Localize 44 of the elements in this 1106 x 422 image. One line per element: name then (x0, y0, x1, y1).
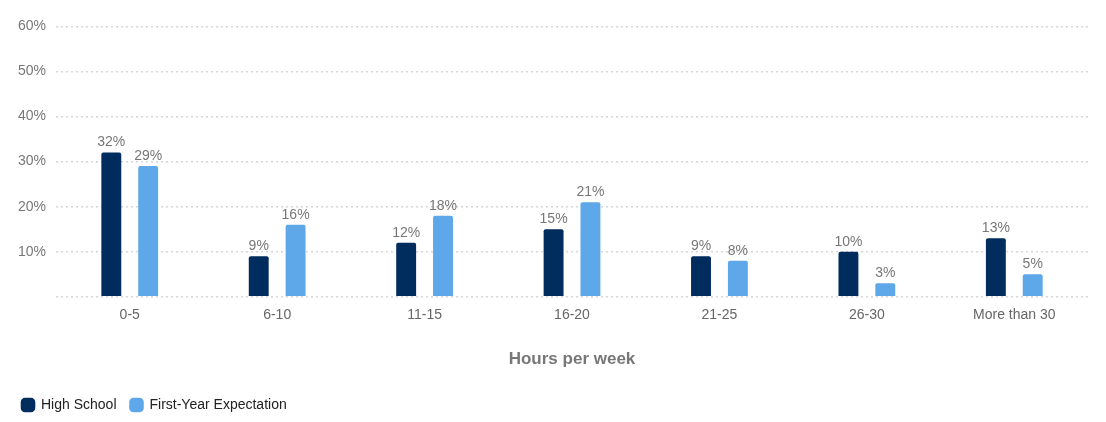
y-tick-label: 30% (17, 152, 47, 169)
data-label: 9% (248, 237, 269, 254)
bar (543, 229, 564, 297)
y-tick-label: 10% (17, 242, 47, 259)
bar (433, 215, 453, 297)
data-label: 8% (727, 241, 748, 258)
bar (985, 238, 1006, 297)
x-tick-label: More than 30 (973, 306, 1056, 323)
x-tick-label: 6-10 (263, 306, 292, 323)
y-tick-label: 20% (17, 197, 47, 214)
bar (838, 251, 859, 297)
bar (248, 256, 269, 297)
x-tick-label: 0-5 (119, 306, 141, 323)
x-tick-label: 26-30 (848, 306, 885, 323)
x-tick-label: 11-15 (407, 306, 443, 323)
x-tick-label: 16-20 (554, 306, 591, 323)
bar (138, 166, 159, 297)
bar (727, 260, 748, 297)
data-label: 18% (429, 196, 458, 213)
bar (285, 224, 306, 297)
data-label: 29% (134, 146, 163, 163)
bar (396, 242, 417, 297)
data-label: 15% (539, 210, 568, 227)
legend-label: High School (41, 395, 117, 412)
bar (101, 152, 122, 297)
x-axis-title: Hours per week (508, 349, 636, 369)
data-label: 9% (690, 237, 712, 254)
bar (1022, 274, 1043, 297)
x-tick-label: 21-25 (701, 306, 738, 323)
data-label: 16% (281, 205, 310, 222)
y-tick-label: 40% (17, 107, 47, 124)
y-tick-label: 60% (17, 17, 47, 34)
data-label: 5% (1022, 255, 1043, 272)
data-label: 13% (981, 219, 1010, 236)
bar (875, 283, 896, 297)
data-label: 12% (392, 223, 421, 240)
legend-label: First-Year Expectation (149, 395, 287, 412)
data-label: 10% (834, 232, 863, 249)
data-label: 32% (97, 133, 126, 150)
data-label: 3% (875, 264, 896, 281)
bar (580, 202, 601, 297)
y-tick-label: 50% (17, 62, 47, 79)
data-label: 21% (576, 183, 605, 200)
bar (691, 256, 711, 297)
